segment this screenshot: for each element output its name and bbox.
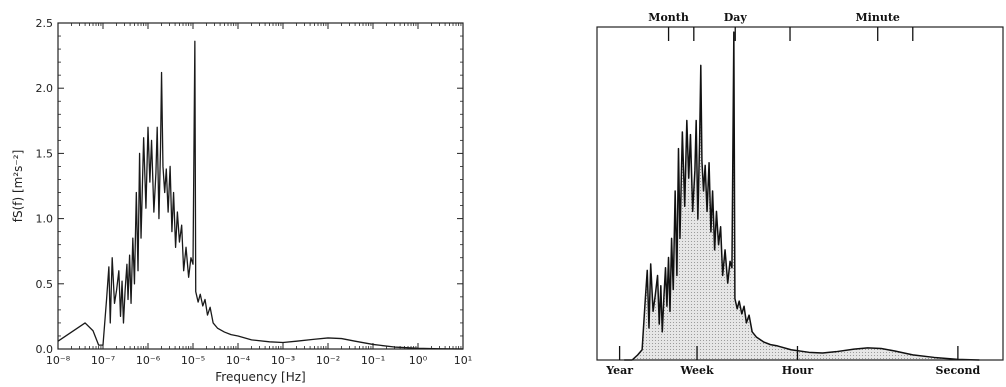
y-tick-label: 2.0 (36, 82, 54, 95)
x-tick-label: 10⁻¹ (361, 354, 385, 367)
spectrum-area (624, 32, 980, 361)
right-plot-frame (596, 26, 1004, 361)
x-tick-label: 10⁻² (316, 354, 340, 367)
left-ticks: 10⁻⁸ 10⁻⁷ 10⁻⁶ 10⁻⁵ 10⁻⁴ 10⁻³ 10⁻² 10⁻¹ 10⁰ 10¹ 0.… (36, 17, 473, 367)
x-tick-label: 10⁻⁷ (91, 354, 115, 367)
left-series (57, 40, 464, 350)
right-chart: Month Day Minute Year Week Hour Second (596, 11, 1004, 377)
x-tick-label: 10¹ (454, 354, 472, 367)
top-period-label: Month (648, 11, 689, 24)
y-axis-label: fS(f) [m²s⁻²] (11, 150, 25, 223)
x-tick-label: 10⁻⁴ (226, 354, 251, 367)
y-tick-label: 1.0 (36, 213, 54, 226)
spectrum-line (57, 40, 464, 350)
y-tick-label: 1.5 (36, 147, 54, 160)
x-tick-label: 10⁻³ (271, 354, 295, 367)
x-tick-label: 10⁰ (409, 354, 428, 367)
x-tick-label: 10⁻⁵ (181, 354, 205, 367)
bottom-period-label: Hour (782, 364, 814, 377)
x-tick-label: 10⁻⁸ (46, 354, 71, 367)
left-chart: 10⁻⁸ 10⁻⁷ 10⁻⁶ 10⁻⁵ 10⁻⁴ 10⁻³ 10⁻² 10⁻¹ 10⁰ 10¹ 0.… (11, 17, 472, 384)
x-axis-label: Frequency [Hz] (215, 370, 306, 384)
right-ticks: Month Day Minute Year Week Hour Second (605, 11, 980, 377)
left-plot-frame (57, 22, 464, 350)
bottom-period-label: Week (679, 364, 713, 377)
spectrum-outline (624, 31, 980, 361)
bottom-period-label: Second (936, 364, 981, 377)
bottom-period-label: Year (605, 364, 633, 377)
top-period-label: Minute (855, 11, 899, 24)
y-tick-label: 0.0 (36, 343, 54, 356)
top-period-label: Day (724, 11, 748, 24)
y-tick-label: 2.5 (36, 17, 54, 30)
y-tick-label: 0.5 (36, 278, 54, 291)
x-tick-label: 10⁻⁶ (136, 354, 161, 367)
right-series (624, 31, 980, 361)
